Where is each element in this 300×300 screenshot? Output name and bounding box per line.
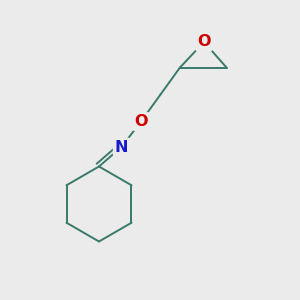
Text: N: N xyxy=(115,140,128,154)
Text: O: O xyxy=(134,114,148,129)
Text: O: O xyxy=(197,34,211,50)
